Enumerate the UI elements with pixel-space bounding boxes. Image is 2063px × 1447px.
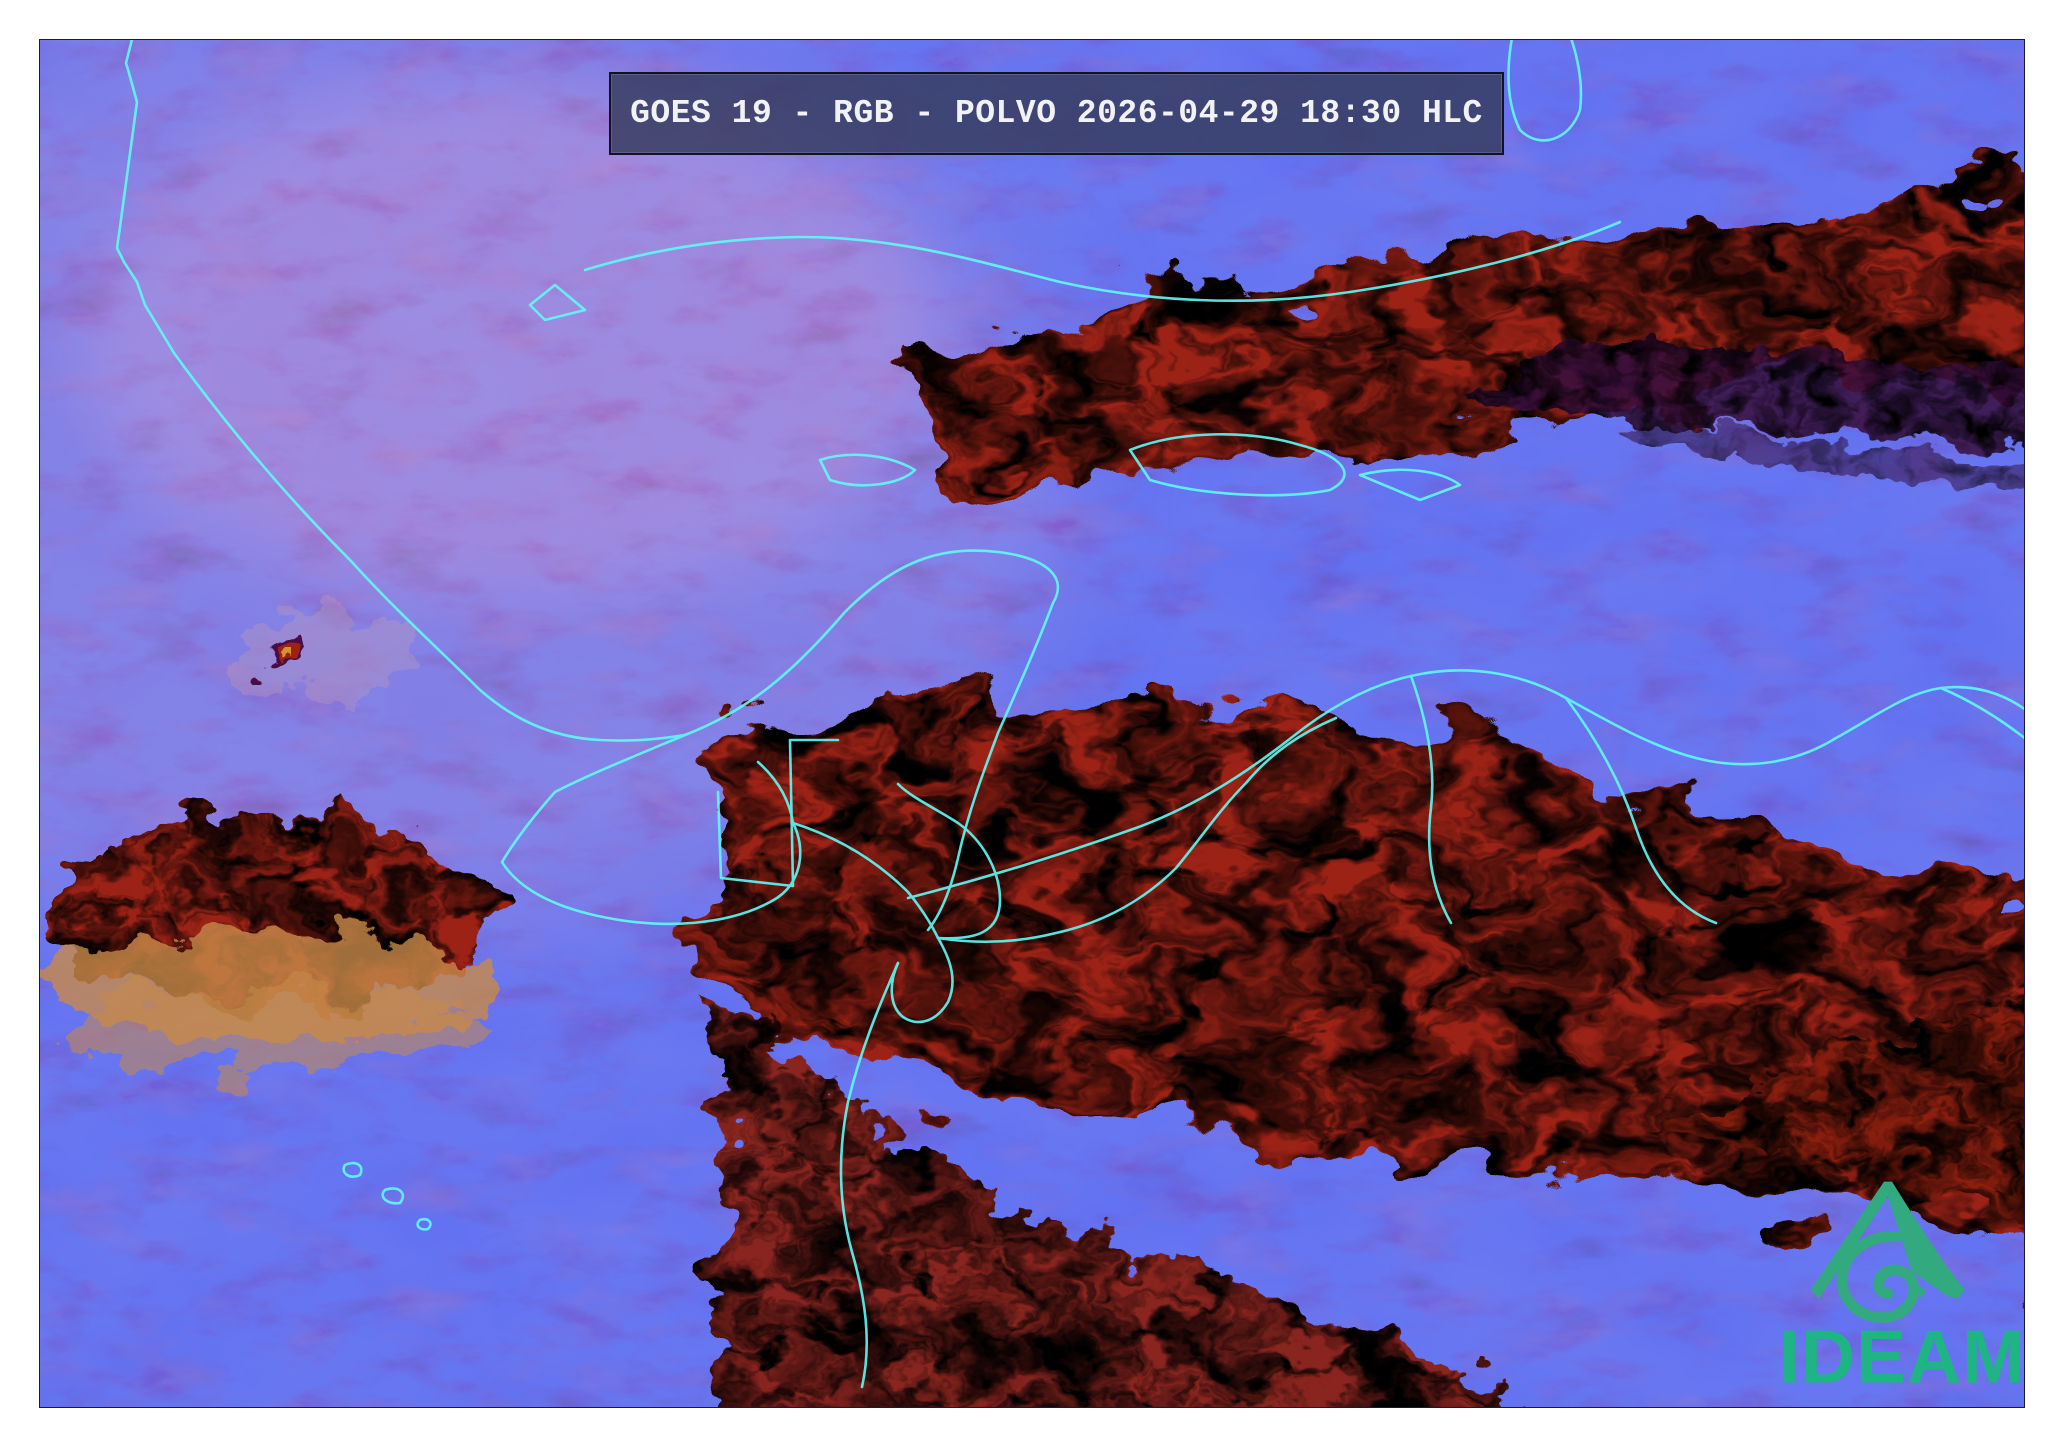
svg-text:IDEAM: IDEAM (1779, 1314, 2024, 1398)
